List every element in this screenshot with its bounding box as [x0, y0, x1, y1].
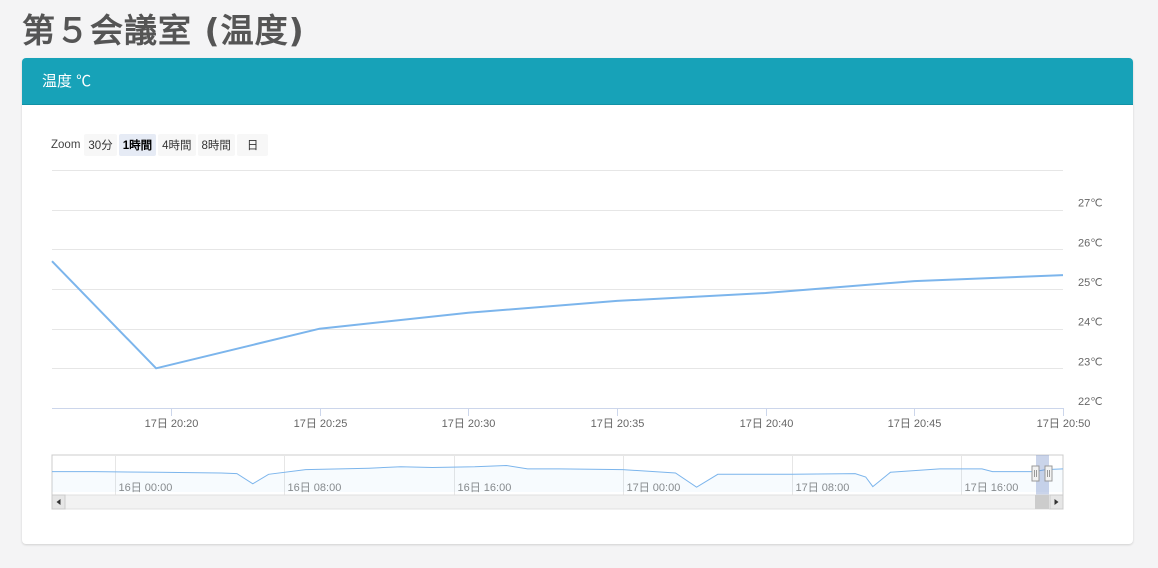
navigator[interactable]: 16日 00:00 16日 08:00 16日 16:00 17日 00:00 17日 …	[51, 454, 1064, 496]
y-tick-label: 25℃	[1078, 277, 1103, 289]
x-tick-label: 17日 20:40	[740, 418, 794, 430]
y-tick-label: 27℃	[1078, 198, 1103, 210]
x-tick-label: 17日 20:30	[442, 418, 496, 430]
scrollbar-thumb[interactable]	[1035, 495, 1049, 509]
zoom-button-1hour[interactable]: 1時間	[118, 134, 157, 156]
x-tick-label: 17日 20:50	[1037, 418, 1091, 430]
scrollbar[interactable]	[51, 494, 1064, 510]
navigator-series-line	[52, 464, 1064, 488]
x-tick-label: 17日 20:45	[888, 418, 942, 430]
navigator-left-handle[interactable]	[1031, 465, 1040, 482]
x-tick-label: 17日 20:35	[591, 418, 645, 430]
x-tick-label: 17日 20:25	[294, 418, 348, 430]
navigator-tick-label: 16日 00:00	[119, 482, 173, 494]
zoom-button-30min[interactable]: 30分	[84, 134, 117, 156]
zoom-button-8hours[interactable]: 8時間	[197, 134, 235, 156]
panel-title: 温度 ℃	[42, 73, 92, 90]
navigator-tick-label: 17日 16:00	[965, 482, 1019, 494]
y-tick-label: 23℃	[1078, 356, 1103, 368]
navigator-tick-label: 17日 08:00	[796, 482, 850, 494]
navigator-range-mask	[1036, 455, 1049, 495]
zoom-selector: Zoom 30分 1時間 4時間 8時間 日	[51, 134, 270, 156]
navigator-tick-label: 16日 16:00	[458, 482, 512, 494]
navigator-tick-label: 17日 00:00	[627, 482, 681, 494]
x-axis: 17日 20:20 17日 20:25 17日 20:30 17日 20:35 17日 …	[52, 408, 1090, 430]
y-axis: 22℃ 23℃ 24℃ 25℃ 26℃ 27℃	[1078, 198, 1103, 408]
page-title: 第５会議室 (温度)	[22, 11, 305, 50]
navigator-tick-label: 16日 08:00	[288, 482, 342, 494]
navigator-series	[52, 464, 1064, 492]
plot-grid	[52, 170, 1063, 409]
navigator-area	[52, 465, 1063, 492]
y-tick-label: 24℃	[1078, 317, 1103, 329]
zoom-button-day[interactable]: 日	[236, 134, 269, 156]
zoom-button-4hours[interactable]: 4時間	[158, 134, 196, 156]
panel-header: 温度 ℃	[22, 58, 1133, 105]
x-tick-label: 17日 20:20	[145, 418, 199, 430]
navigator-background	[51, 454, 1064, 496]
scrollbar-track[interactable]	[51, 494, 1064, 510]
y-tick-label: 26℃	[1078, 237, 1103, 249]
navigator-grid: 16日 00:00 16日 08:00 16日 16:00 17日 00:00 17日 …	[115, 455, 1019, 495]
zoom-label: Zoom	[51, 139, 81, 151]
arrow-right-icon	[1054, 499, 1059, 505]
arrow-left-icon	[56, 499, 61, 505]
series-group	[51, 260, 1064, 370]
temperature-series-line	[51, 260, 1064, 370]
y-tick-label: 22℃	[1078, 396, 1103, 408]
navigator-right-handle[interactable]	[1044, 465, 1053, 482]
